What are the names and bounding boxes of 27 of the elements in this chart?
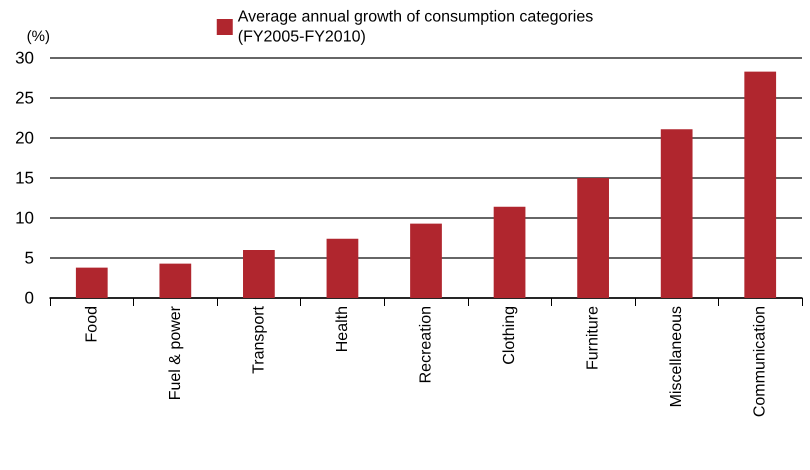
bar <box>744 72 776 298</box>
y-tick-label: 25 <box>15 88 34 108</box>
x-tick-label: Recreation <box>418 306 434 384</box>
x-tick-label: Food <box>83 306 100 342</box>
x-tick-label: Transport <box>250 305 268 374</box>
y-tick-label: 30 <box>15 48 34 68</box>
bar <box>76 268 108 298</box>
x-tick-label: Miscellaneous <box>668 306 686 408</box>
y-tick-label: 20 <box>15 128 34 148</box>
bar <box>577 178 609 298</box>
x-tick-label: Furniture <box>584 306 602 370</box>
bar <box>159 264 192 298</box>
y-tick-label: 0 <box>24 288 34 308</box>
x-tick-label: Fuel & power <box>166 305 184 400</box>
x-tick-label: Communication <box>752 306 769 418</box>
y-tick-label: 15 <box>15 168 34 188</box>
bar <box>494 206 526 298</box>
bar <box>243 250 275 298</box>
x-tick-label: Health <box>334 306 351 352</box>
y-tick-label: 10 <box>15 208 34 228</box>
legend-label: Average annual growth of consumption categories (FY2005-FY2010) <box>238 8 594 46</box>
x-tick-label: Clothing <box>501 306 518 365</box>
y-axis-title: (%) <box>26 28 50 45</box>
bar <box>326 238 358 298</box>
bar <box>410 224 442 298</box>
y-tick-label: 5 <box>24 248 34 268</box>
bar <box>660 129 693 298</box>
